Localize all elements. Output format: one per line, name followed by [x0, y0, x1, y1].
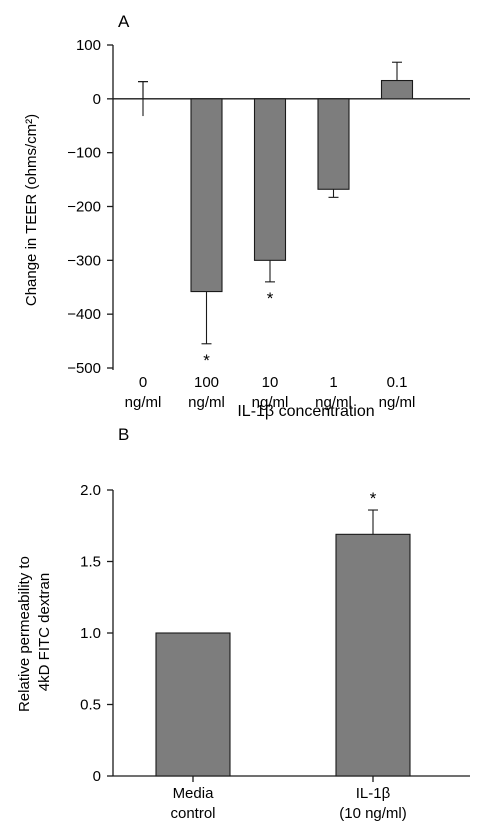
panel-b-y-axis-label: Relative permeability to 4kD FITC dextra…	[16, 552, 53, 712]
panel-b-bar	[155, 632, 231, 777]
panel-b-y-tick-label: 1.5	[80, 554, 101, 571]
panel-b-bar	[335, 533, 411, 777]
panel-a-x-tick-label: 0.1	[387, 374, 408, 391]
panel-a-y-tick-label: −400	[67, 306, 101, 323]
panel-b-letter: B	[118, 425, 129, 444]
panel-b-significance-marker: *	[370, 489, 377, 508]
panel-a-y-tick-label: −100	[67, 145, 101, 162]
panel-b-x-tick-label: Media	[173, 785, 215, 802]
panel-a-y-tick-label: 100	[76, 37, 101, 54]
panel-a-x-tick-unit: ng/ml	[252, 394, 289, 411]
panel-a-x-tick-unit: ng/ml	[315, 394, 352, 411]
panel-a-y-tick-label: −200	[67, 199, 101, 216]
panel-b-x-tick-label-line-2: (10 ng/ml)	[339, 805, 407, 822]
panel-b-y-axis-label-line-1: Relative permeability to	[16, 556, 33, 712]
panel-a-significance-marker: *	[267, 289, 274, 308]
panel-b-chart: B Relative permeability to 4kD FITC dext…	[16, 425, 470, 822]
panel-a-letter: A	[118, 12, 130, 31]
panel-a-bar	[317, 98, 350, 190]
panel-b-y-tick-label: 0.5	[80, 697, 101, 714]
panel-a-significance-marker: *	[203, 351, 210, 370]
panel-b-x-tick-label-line-2: control	[170, 805, 215, 822]
panel-a-x-tick-unit: ng/ml	[188, 394, 225, 411]
panel-a-x-axis-label: IL-1β concentration	[237, 403, 374, 420]
panel-a-bar	[190, 98, 223, 293]
panel-a-bar	[380, 79, 414, 100]
panel-a-x-tick-unit: ng/ml	[125, 394, 162, 411]
panel-b-y-axis-label-line-2: 4kD FITC dextran	[36, 573, 53, 691]
panel-a-chart: A Change in TEER (ohms/cm²) IL-1β concen…	[23, 12, 470, 420]
panel-a-y-tick-label: −500	[67, 360, 101, 377]
panel-b-y-tick-label: 0	[93, 768, 101, 785]
panel-a-y-axis-label: Change in TEER (ohms/cm²)	[23, 114, 40, 306]
panel-b-x-tick-label: IL-1β	[356, 785, 391, 802]
panel-a-y-tick-label: 0	[93, 91, 101, 108]
panel-b-y-tick-label: 2.0	[80, 482, 101, 499]
panel-a-bar	[253, 98, 287, 261]
panel-a-x-tick-unit: ng/ml	[379, 394, 416, 411]
panel-b-y-tick-label: 1.0	[80, 625, 101, 642]
panel-a-x-tick-label: 10	[262, 374, 279, 391]
panel-a-x-tick-label: 100	[194, 374, 219, 391]
panel-a-x-tick-label: 1	[329, 374, 337, 391]
panel-a-x-tick-label: 0	[139, 374, 147, 391]
panel-a-y-tick-label: −300	[67, 252, 101, 269]
